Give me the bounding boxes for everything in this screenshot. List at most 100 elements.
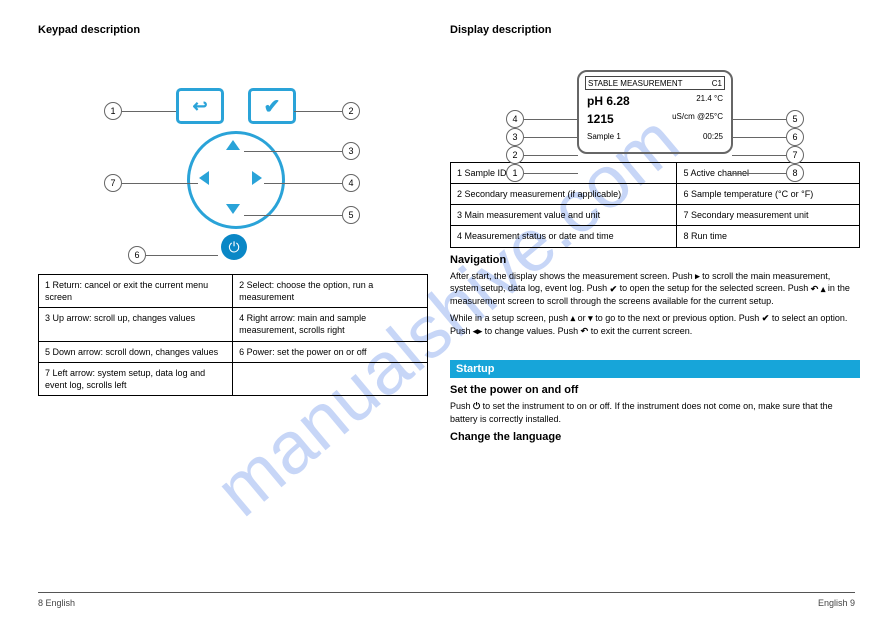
table-cell: 7 Left arrow: system setup, data log and… [39,362,233,395]
callout-num: 3 [506,128,524,146]
right-column: Display description STABLE MEASUREMENT C… [450,18,860,589]
language-heading: Change the language [450,431,860,443]
text: or [578,313,589,323]
lcd-channel: C1 [712,79,722,88]
text: to change values. Push [485,326,581,336]
text: Push [450,401,473,411]
table-cell: 8 Run time [677,226,860,247]
callout-num: 2 [342,102,360,120]
keypad-table: 1 Return: cancel or exit the current men… [38,274,428,396]
lcd-cond-row: 1215 uS/cm @25°C [587,112,723,126]
lcd-status: STABLE MEASUREMENT [588,79,683,88]
check-icon: ✔ [264,94,281,119]
callout-num: 4 [342,174,360,192]
keypad-diagram: ↩ ✔ ⏻ 1 7 6 2 3 4 5 [104,76,362,266]
up-arrow-icon: ▴ [571,312,576,325]
up-arrow-icon: ▴ [821,283,826,296]
callout-num: 8 [786,164,804,182]
table-cell: 6 Sample temperature (°C or °F) [677,184,860,205]
callout-num: 7 [104,174,122,192]
return-icon: ↶ [581,325,589,338]
callout-4d: 4 [506,110,578,128]
text: to open the setup for the selected scree… [620,283,811,293]
down-arrow-icon [226,204,240,214]
display-heading: Display description [450,24,860,36]
page-number-left: 8 English [38,598,75,608]
callout-num: 2 [506,146,524,164]
callout-num: 6 [128,246,146,264]
lcd-unit: uS/cm @25°C [672,112,723,126]
return-icon: ↩ [192,96,207,117]
callout-5: 5 [244,206,360,224]
table-cell: 3 Up arrow: scroll up, changes values [39,308,233,341]
text: to set the instrument to on or off. If t… [450,401,833,424]
select-button: ✔ [248,88,296,124]
page-number-right: English 9 [818,598,855,608]
nav-paragraph-1: After start, the display shows the measu… [450,270,860,308]
back-button: ↩ [176,88,224,124]
lcd-sample-row: Sample 1 00:25 [587,132,723,141]
callout-num: 1 [104,102,122,120]
table-cell: 7 Secondary measurement unit [677,205,860,226]
callout-7d: 7 [732,146,804,164]
right-arrow-icon [252,171,262,185]
callout-1d: 1 [506,164,578,182]
lcd-ph: pH 6.28 [587,94,630,108]
text: to go to the next or previous option. Pu… [595,313,762,323]
up-arrow-icon [226,140,240,150]
navigation-heading: Navigation [450,254,860,266]
table-cell: 6 Power: set the power on or off [233,341,428,362]
text: After start, the display shows the measu… [450,271,695,281]
callout-7: 7 [104,174,198,192]
left-column: Keypad description ↩ ✔ ⏻ 1 7 6 2 3 4 5 [38,18,428,589]
power-icon: ⏻ [473,400,480,413]
callout-8d: 8 [732,164,804,182]
callout-2: 2 [294,102,360,120]
callout-5d: 5 [732,110,804,128]
power-paragraph: Push ⏻ to set the instrument to on or of… [450,400,860,426]
keypad-heading: Keypad description [38,24,428,36]
startup-bar: Startup [450,360,860,378]
callout-num: 1 [506,164,524,182]
table-cell: 4 Measurement status or date and time [451,226,677,247]
callout-3: 3 [244,142,360,160]
return-icon: ↶ [811,283,819,296]
check-icon: ✔ [762,312,770,325]
lcd-ph-row: pH 6.28 21.4 °C [587,94,723,108]
right-arrow-icon: ▸ [695,270,700,283]
callout-num: 7 [786,146,804,164]
table-cell [233,362,428,395]
callout-6d: 6 [732,128,804,146]
callout-2d: 2 [506,146,578,164]
lcd-header: STABLE MEASUREMENT C1 [585,76,725,90]
power-button-icon: ⏻ [221,234,247,260]
text: to exit the current screen. [591,326,693,336]
left-arrow-icon [199,171,209,185]
lcd-time: 00:25 [703,132,723,141]
text: While in a setup screen, push [450,313,571,323]
callout-num: 6 [786,128,804,146]
callout-num: 4 [506,110,524,128]
lcd-temp: 21.4 °C [696,94,723,108]
footer-rule [38,592,855,593]
nav-paragraph-2: While in a setup screen, push ▴ or ▾ to … [450,312,860,338]
callout-3d: 3 [506,128,578,146]
table-cell: 4 Right arrow: main and sample measureme… [233,308,428,341]
down-arrow-icon: ▾ [588,312,593,325]
lcd-cond: 1215 [587,112,614,126]
callout-num: 5 [786,110,804,128]
callout-num: 3 [342,142,360,160]
callout-1: 1 [104,102,176,120]
check-icon: ✔ [610,283,618,296]
lcd-sample: Sample 1 [587,132,621,141]
table-cell: 3 Main measurement value and unit [451,205,677,226]
callout-6: 6 [128,246,218,264]
callout-4: 4 [264,174,360,192]
lcd-screen: STABLE MEASUREMENT C1 pH 6.28 21.4 °C 12… [577,70,733,154]
table-cell: 2 Select: choose the option, run a measu… [233,275,428,308]
table-cell: 2 Secondary measurement (if applicable) [451,184,677,205]
table-cell: 5 Down arrow: scroll down, changes value… [39,341,233,362]
right-arrow-icon: ▸ [478,325,483,338]
callout-num: 5 [342,206,360,224]
power-heading: Set the power on and off [450,384,860,396]
